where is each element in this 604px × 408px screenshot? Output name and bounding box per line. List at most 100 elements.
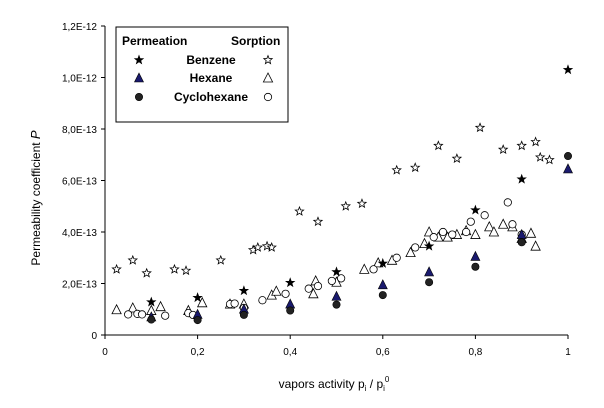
data-point: [169, 263, 180, 274]
data-point: [488, 226, 500, 237]
legend: Permeation Sorption Benzene Hexane Cyclo…: [115, 26, 289, 123]
data-point: [124, 310, 133, 319]
legend-box: [115, 26, 289, 123]
data-point: [284, 277, 296, 288]
data-point: [508, 220, 517, 229]
data-point: [308, 287, 319, 299]
data-point: [438, 227, 448, 237]
legend-marker-sorption-cyclohexane: [263, 92, 273, 102]
x-tick-label: 0,2: [191, 347, 205, 358]
data-point: [530, 136, 541, 147]
y-axis-title: Permeability coefficient P: [28, 130, 43, 266]
data-point: [517, 238, 526, 247]
data-point: [423, 240, 435, 251]
y-tick-label: 8,0E-13: [62, 125, 97, 136]
data-point: [451, 153, 463, 164]
data-point: [563, 163, 573, 174]
legend-marker-permeation-benzene: [133, 54, 145, 65]
data-point: [563, 152, 572, 161]
data-point: [425, 278, 434, 287]
data-point: [369, 265, 378, 274]
data-point: [252, 241, 264, 252]
data-point: [331, 290, 342, 301]
legend-label-cyclohexane: Cyclohexane: [174, 90, 248, 104]
data-point: [544, 154, 555, 165]
y-tick-label: 0: [91, 331, 97, 342]
data-point: [405, 246, 416, 258]
data-point: [286, 306, 295, 315]
data-point: [377, 279, 388, 290]
data-point: [411, 243, 420, 252]
y-tick-label: 1,2E-12: [62, 22, 97, 33]
data-point: [193, 316, 202, 325]
data-point: [258, 296, 267, 305]
data-point: [429, 233, 438, 242]
data-point: [409, 162, 421, 173]
data-point: [337, 274, 346, 283]
data-point: [313, 281, 323, 291]
data-point: [359, 263, 370, 274]
data-point: [271, 285, 282, 296]
data-point: [239, 310, 248, 319]
legend-label-benzene: Benzene: [186, 53, 236, 67]
data-point: [525, 227, 537, 238]
legend-marker-permeation-cyclohexane: [135, 93, 144, 102]
data-point: [111, 303, 122, 315]
data-point: [484, 220, 495, 232]
x-tick-label: 0: [102, 347, 108, 358]
data-point: [474, 122, 486, 133]
data-point: [503, 198, 512, 207]
data-point: [497, 218, 509, 229]
data-point: [391, 164, 402, 175]
data-point: [423, 226, 435, 237]
data-point: [137, 310, 147, 319]
data-point: [180, 265, 192, 276]
data-point: [424, 266, 435, 277]
data-point: [281, 289, 290, 298]
series-permeation-hexane: [146, 163, 573, 322]
data-point: [392, 253, 401, 262]
legend-header-permeation: Permeation: [122, 34, 187, 48]
data-point: [340, 200, 351, 211]
series-sorption-benzene: [111, 122, 555, 278]
legend-marker-sorption-benzene: [262, 54, 274, 65]
data-point: [356, 198, 368, 209]
y-tick-label: 2,0E-13: [62, 280, 97, 291]
x-tick-label: 1: [565, 347, 571, 358]
series-permeation-benzene: [146, 64, 574, 307]
data-point: [230, 299, 239, 308]
data-point: [534, 151, 546, 162]
data-point: [238, 285, 250, 296]
data-point: [433, 140, 444, 151]
data-point: [470, 204, 481, 215]
legend-header-sorption: Sorption: [231, 34, 280, 48]
data-point: [466, 217, 475, 226]
data-point: [516, 140, 527, 151]
data-point: [161, 311, 170, 320]
data-point: [327, 276, 336, 286]
x-tick-label: 0,4: [283, 347, 297, 358]
data-point: [141, 267, 152, 278]
data-point: [266, 241, 277, 252]
data-point: [127, 302, 139, 313]
data-point: [562, 64, 574, 75]
y-tick-label: 4,0E-13: [62, 228, 97, 239]
y-tick-label: 6,0E-13: [62, 177, 97, 188]
x-tick-label: 0,6: [376, 347, 390, 358]
x-axis-title: vapors activity pi / pi0: [279, 375, 390, 393]
legend-marker-sorption-hexane: [262, 72, 274, 83]
series-permeation-cyclohexane: [147, 152, 572, 325]
data-point: [332, 300, 341, 309]
data-point: [196, 296, 208, 308]
data-point: [497, 144, 509, 155]
data-point: [377, 257, 389, 268]
data-point: [462, 227, 471, 237]
data-point: [304, 284, 313, 293]
y-tick-label: 1,0E-12: [62, 74, 97, 85]
data-point: [331, 266, 342, 277]
data-point: [480, 211, 489, 220]
data-point: [147, 315, 156, 324]
plot-area: [111, 64, 574, 325]
series-sorption-cyclohexane: [124, 198, 526, 320]
